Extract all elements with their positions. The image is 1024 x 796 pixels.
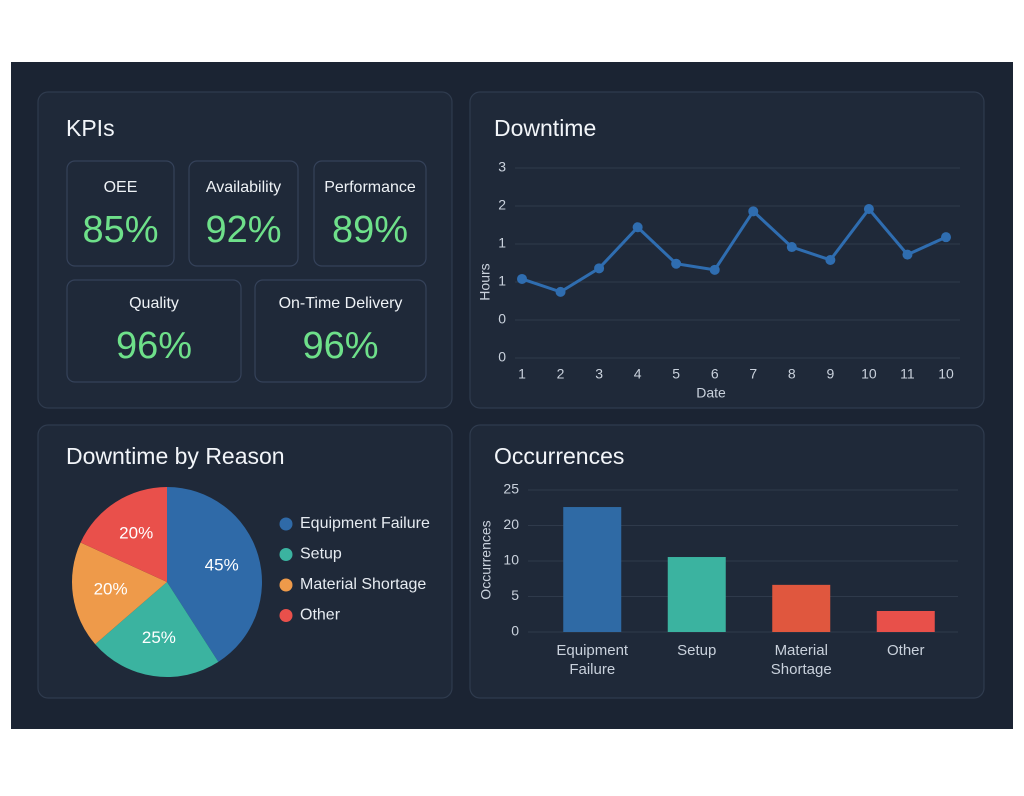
pie-slice (95, 582, 219, 678)
y-tick-label: 10 (503, 552, 519, 568)
point (863, 204, 874, 215)
point (517, 273, 527, 284)
bar (876, 610, 935, 632)
chart-title: Occurrences (494, 443, 624, 469)
kpi-label: Availability (206, 179, 281, 196)
bar (667, 557, 726, 632)
x-tick-label-box: Material Shortage (770, 642, 832, 678)
kpi-value: 92% (205, 209, 281, 251)
x-tick-label-box: Setup (677, 642, 717, 659)
y-tick-label: 0 (498, 349, 506, 365)
y-tick-label: 25 (503, 481, 519, 497)
point (825, 254, 836, 265)
point (902, 249, 913, 260)
line (521, 206, 947, 294)
point (709, 264, 720, 275)
slice-label: 20% (94, 580, 128, 599)
x-tick-label: 8 (788, 366, 796, 382)
slice-label: 25% (142, 628, 176, 647)
kpi-label: OEE (104, 179, 138, 196)
x-tick-label: 3 (595, 366, 603, 382)
kpi-value: 96% (116, 325, 192, 367)
y-tick-label: 2 (498, 197, 506, 213)
kpi-title: KPIs (66, 115, 115, 141)
legend-swatch (279, 548, 293, 561)
kpi-tile (66, 160, 175, 267)
bar (563, 507, 622, 632)
pie-slice (71, 542, 167, 645)
kpi-value: 96% (302, 325, 378, 367)
x-tick-label-box: Equipment Failure (556, 642, 629, 678)
y-tick-label: 0 (511, 623, 519, 639)
legend-label: Equipment Failure (300, 515, 430, 532)
legend-label: Material Shortage (300, 576, 426, 593)
y-tick-label: 3 (498, 159, 506, 175)
kpi-tile (313, 160, 427, 267)
x-tick-label: 2 (557, 366, 565, 382)
y-axis-label: Hours (477, 263, 493, 300)
y-tick-label: 5 (511, 587, 519, 603)
point (748, 206, 759, 217)
slice-label: 20% (119, 524, 153, 543)
legend-label: Other (300, 607, 341, 624)
y-tick-label: 1 (498, 235, 506, 251)
x-tick-label: Equipment Failure (556, 642, 629, 678)
kpi-tile (188, 160, 299, 267)
x-tick-label: Material Shortage (770, 642, 832, 678)
kpi-label: Quality (129, 295, 179, 312)
x-tick-label: 7 (749, 366, 757, 382)
x-tick-label: 1 (518, 366, 526, 382)
x-tick-label: 6 (711, 366, 719, 382)
kpi-tile (254, 279, 427, 383)
y-axis-label: Occurrences (478, 520, 494, 599)
chart-title: Downtime (494, 115, 596, 141)
slice-label: 45% (205, 555, 239, 574)
point (786, 242, 797, 253)
chart-title: Downtime by Reason (66, 443, 285, 469)
x-tick-label-box: Other (886, 642, 925, 659)
y-tick-label: 1 (498, 273, 506, 289)
y-tick-label: 0 (498, 311, 506, 327)
x-tick-label: 5 (672, 366, 680, 382)
point (555, 286, 566, 297)
kpi-label: Performance (324, 179, 416, 196)
x-tick-label: Other (886, 642, 925, 659)
x-tick-label: 10 (938, 366, 954, 382)
point (941, 232, 951, 243)
x-tick-label: Setup (677, 642, 717, 659)
legend-swatch (279, 517, 293, 531)
point (594, 263, 605, 274)
x-axis-label: Date (696, 385, 726, 401)
kpi-label: On-Time Delivery (279, 295, 403, 312)
point (671, 258, 682, 269)
kpi-value: 89% (332, 209, 408, 251)
y-tick-label: 20 (503, 516, 519, 532)
legend-label: Setup (300, 546, 342, 563)
kpi-value: 85% (82, 209, 158, 251)
pie-slice (167, 487, 262, 662)
x-tick-label: 9 (826, 366, 834, 382)
legend-swatch (279, 609, 293, 622)
x-tick-label: 10 (861, 366, 877, 382)
x-tick-label: 11 (900, 366, 915, 382)
legend-swatch (279, 578, 293, 592)
bar (772, 584, 831, 632)
pie-slice (80, 487, 167, 582)
kpi-tile (66, 279, 242, 383)
x-tick-label: 4 (634, 366, 642, 382)
point (632, 222, 643, 233)
